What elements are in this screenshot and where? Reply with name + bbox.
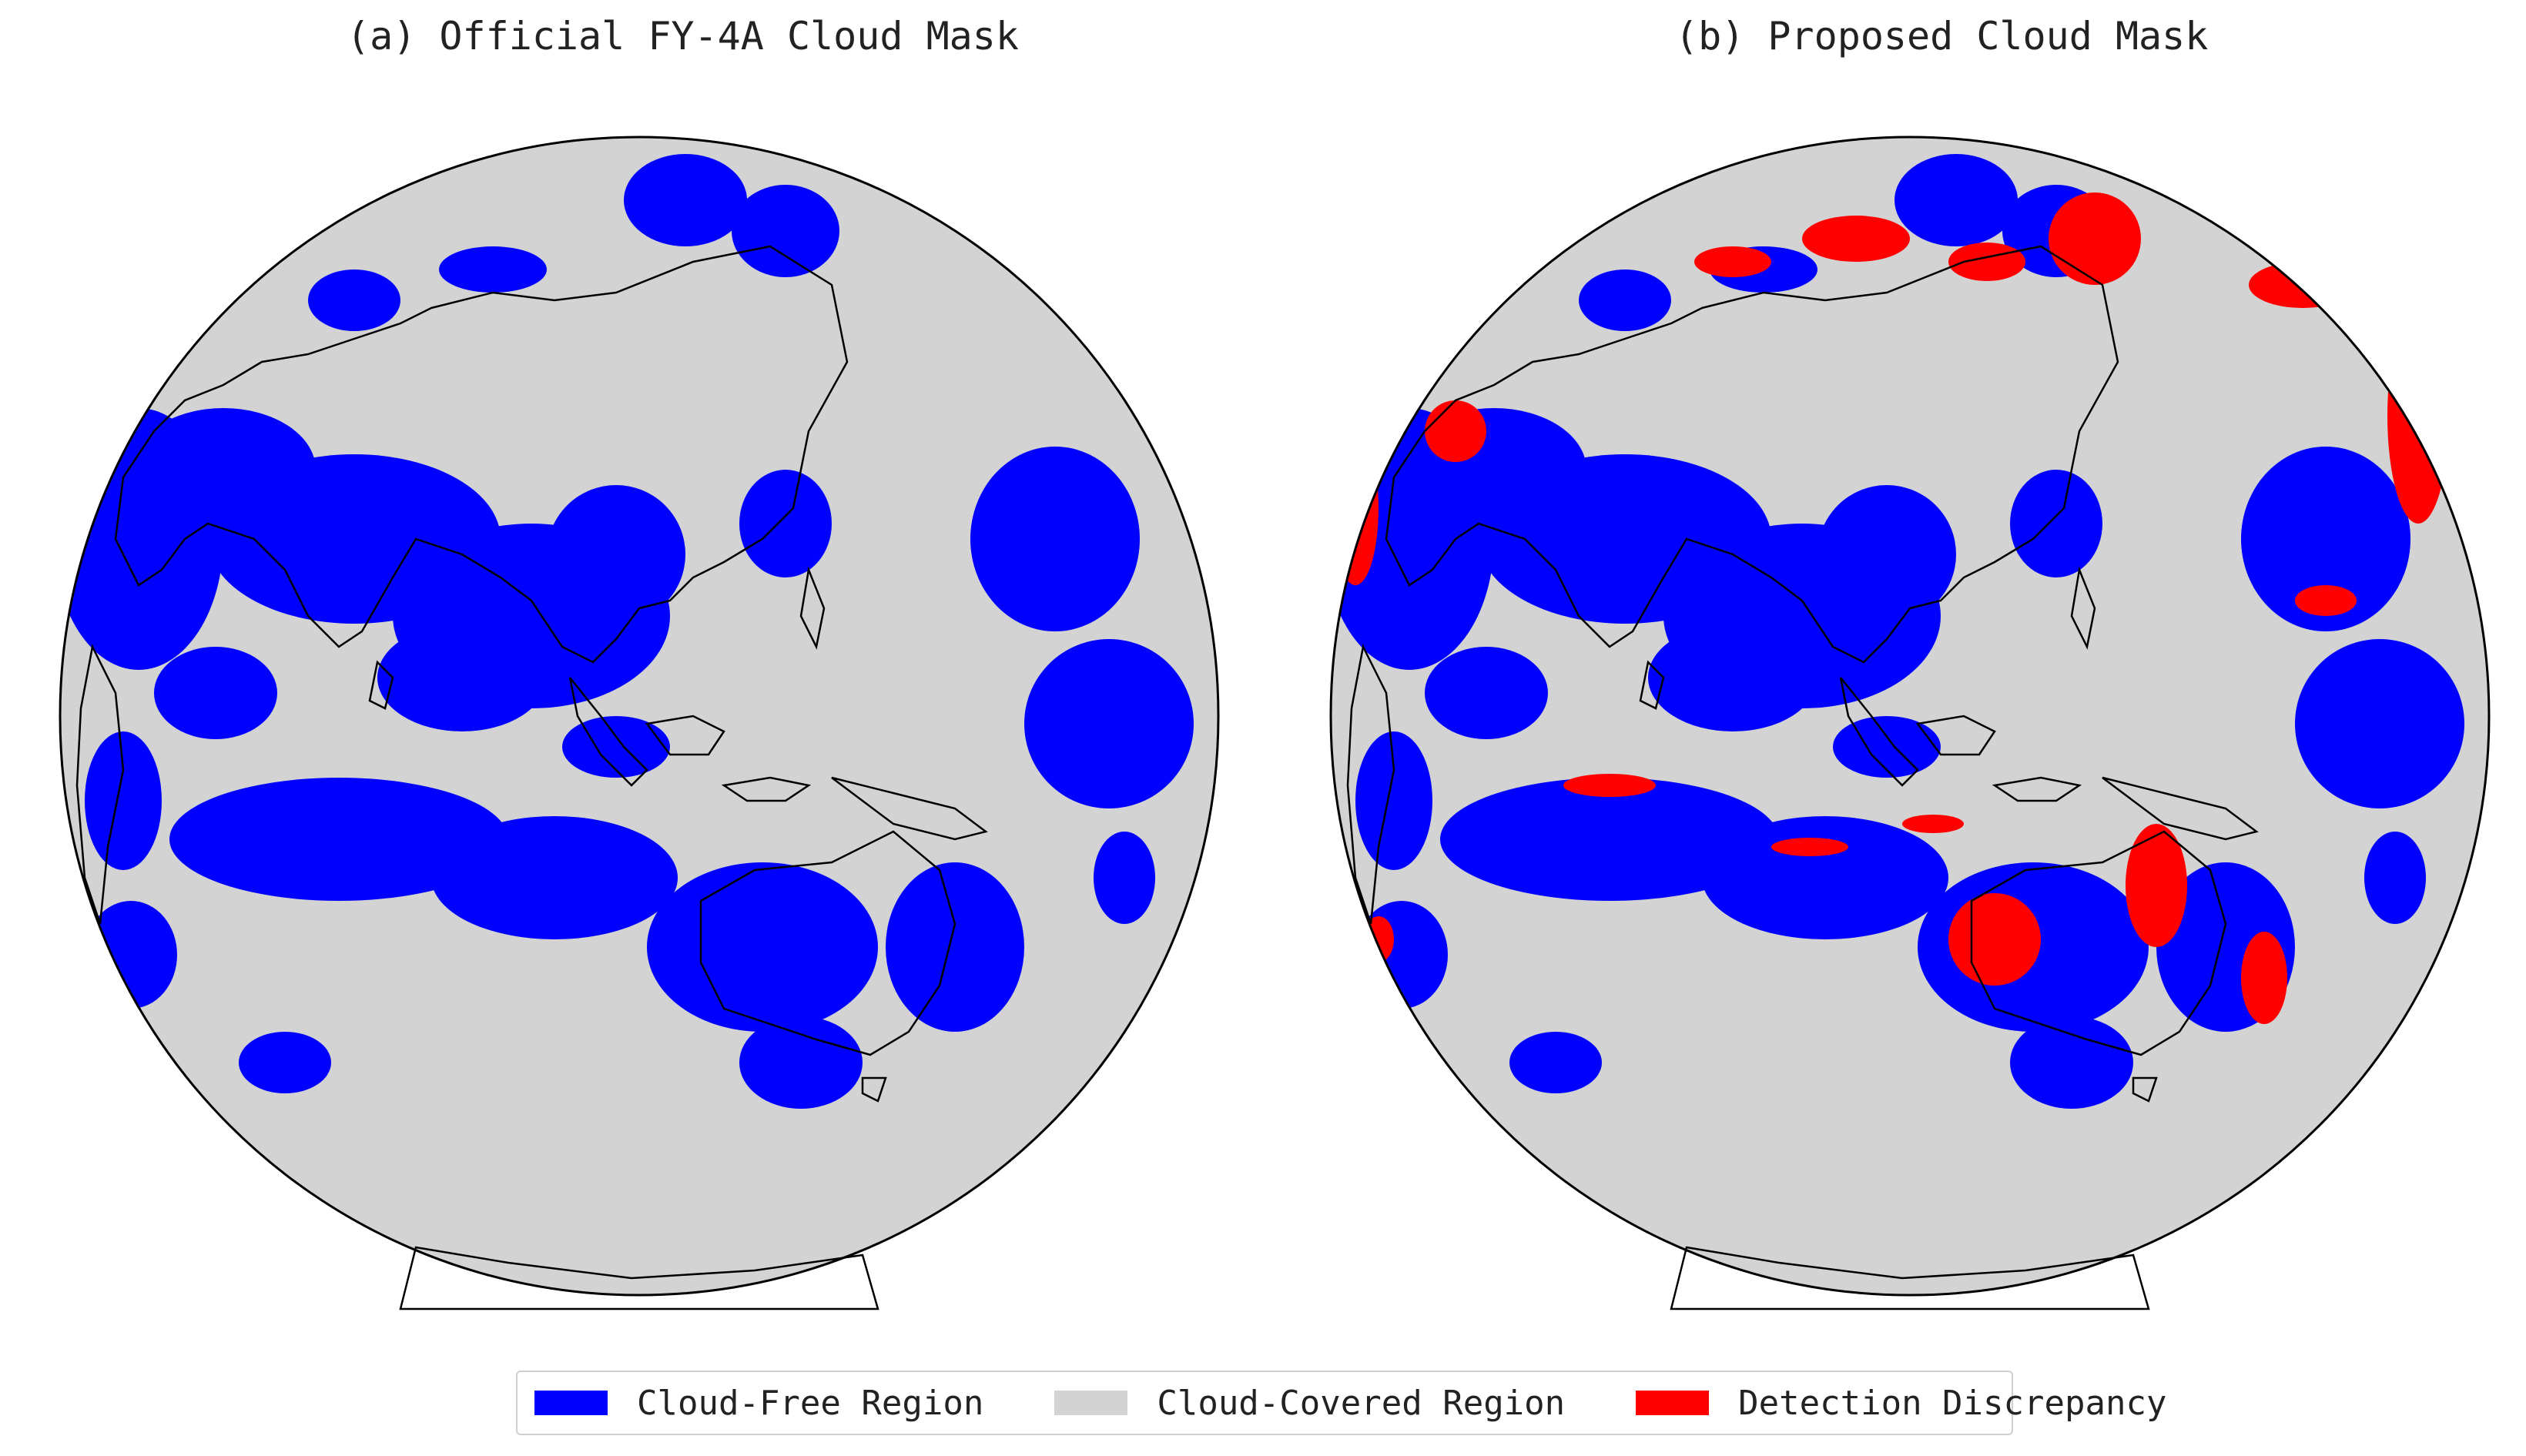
legend-label-discrepancy: Detection Discrepancy [1738,1383,2167,1423]
legend-item-cloud-covered: Cloud-Covered Region [1054,1384,1565,1423]
coastlines [75,245,988,1310]
globe-outline [1329,136,2491,1297]
globe-outline [59,136,1220,1297]
cloud-covered-swatch [1054,1391,1128,1415]
coastlines [1346,245,2259,1310]
globe-official-cloud-mask [59,136,1220,1310]
cloud-free-swatch [534,1391,608,1415]
legend-label-cloud-covered: Cloud-Covered Region [1157,1383,1566,1423]
legend-label-cloud-free: Cloud-Free Region [637,1383,984,1423]
legend: Cloud-Free Region Cloud-Covered Region D… [516,1371,2166,1435]
cloud-free-regions [60,154,1194,1109]
legend-item-cloud-free: Cloud-Free Region [534,1384,983,1423]
panel-b-title: (b) Proposed Cloud Mask [1675,14,2209,59]
panel-a-title: (a) Official FY-4A Cloud Mask [347,14,1019,59]
discrepancy-swatch [1636,1391,1710,1415]
legend-item-discrepancy: Detection Discrepancy [1636,1384,2166,1423]
globe-proposed-cloud-mask [1329,136,2491,1310]
